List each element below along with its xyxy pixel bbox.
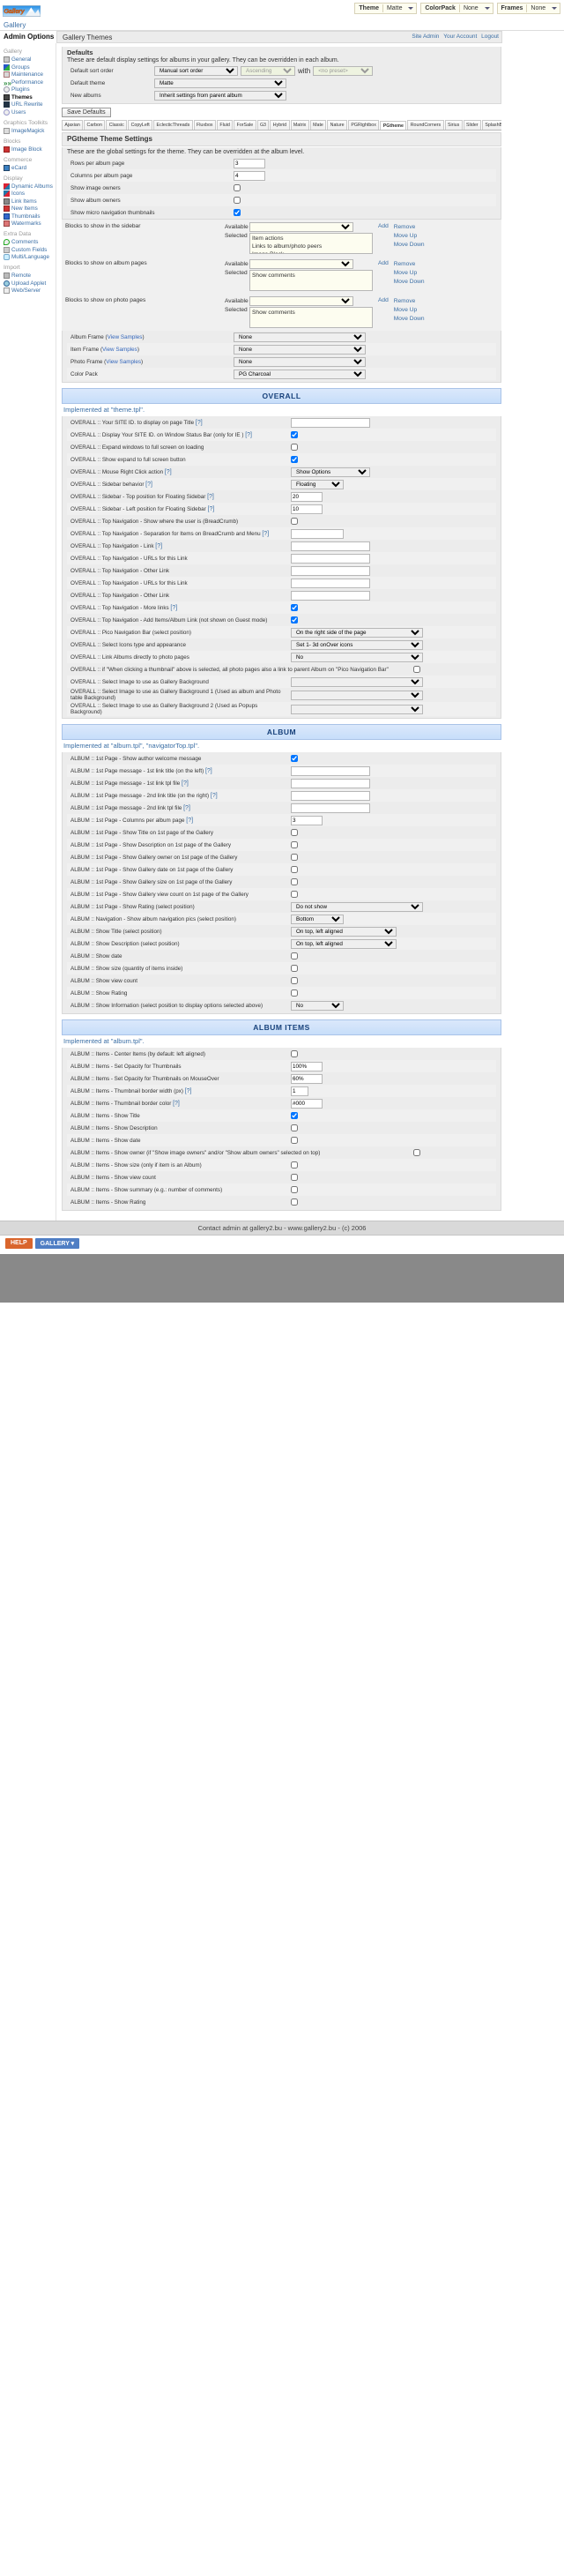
svg-text:Gallery: Gallery: [4, 7, 25, 15]
